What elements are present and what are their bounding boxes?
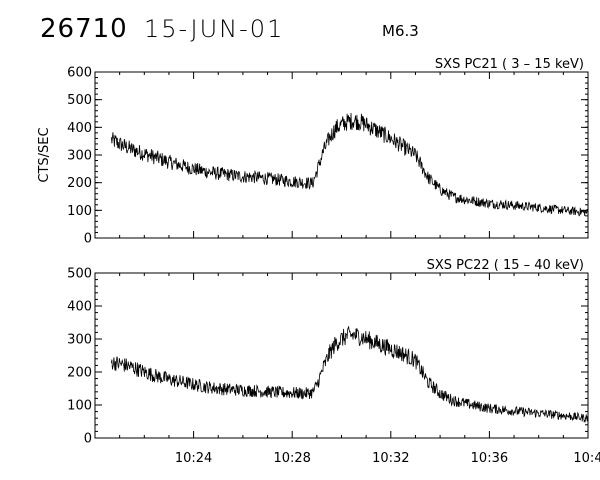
y-tick-label: 500 — [67, 93, 92, 108]
y-tick-label: 400 — [67, 300, 92, 315]
y-tick-label: 300 — [67, 149, 92, 164]
y-tick-label: 0 — [84, 432, 92, 447]
panel-title: SXS PC22 ( 15 – 40 keV) — [427, 258, 584, 273]
x-tick-label: 10:28 — [273, 451, 310, 466]
event-id: 26710 — [40, 14, 128, 44]
y-tick-label: 200 — [67, 366, 92, 381]
plot-frame — [94, 272, 589, 439]
count-rate-line — [111, 326, 589, 424]
y-tick-label: 300 — [67, 333, 92, 348]
x-tick-label: 10:24 — [175, 451, 212, 466]
plot-frame — [94, 71, 589, 239]
flare-class: M6.3 — [382, 22, 419, 40]
y-axis-label: CTS/SEC — [37, 127, 52, 182]
y-tick-label: 100 — [67, 204, 92, 219]
panel-title: SXS PC21 ( 3 – 15 keV) — [435, 57, 584, 72]
panel-bottom: 0 100 200 300 400 500 10:24 10:28 10:32 10:36 10:4… — [67, 258, 600, 466]
event-date: 15-JUN-01 — [144, 15, 285, 43]
y-tick-label: 400 — [67, 121, 92, 136]
y-tick-label: 100 — [67, 399, 92, 414]
count-rate-line — [111, 112, 589, 217]
y-tick-label: 200 — [67, 176, 92, 191]
x-tick-label: 10:36 — [471, 451, 508, 466]
y-tick-label: 600 — [67, 66, 92, 81]
x-tick-label: 10:4 — [573, 451, 600, 466]
y-tick-label: 0 — [84, 232, 92, 247]
panel-top: 0 100 200 300 400 500 600 SXS PC21 ( 3 – 15 keV… — [37, 57, 589, 247]
x-tick-label: 10:32 — [372, 451, 409, 466]
y-tick-label: 500 — [67, 267, 92, 282]
